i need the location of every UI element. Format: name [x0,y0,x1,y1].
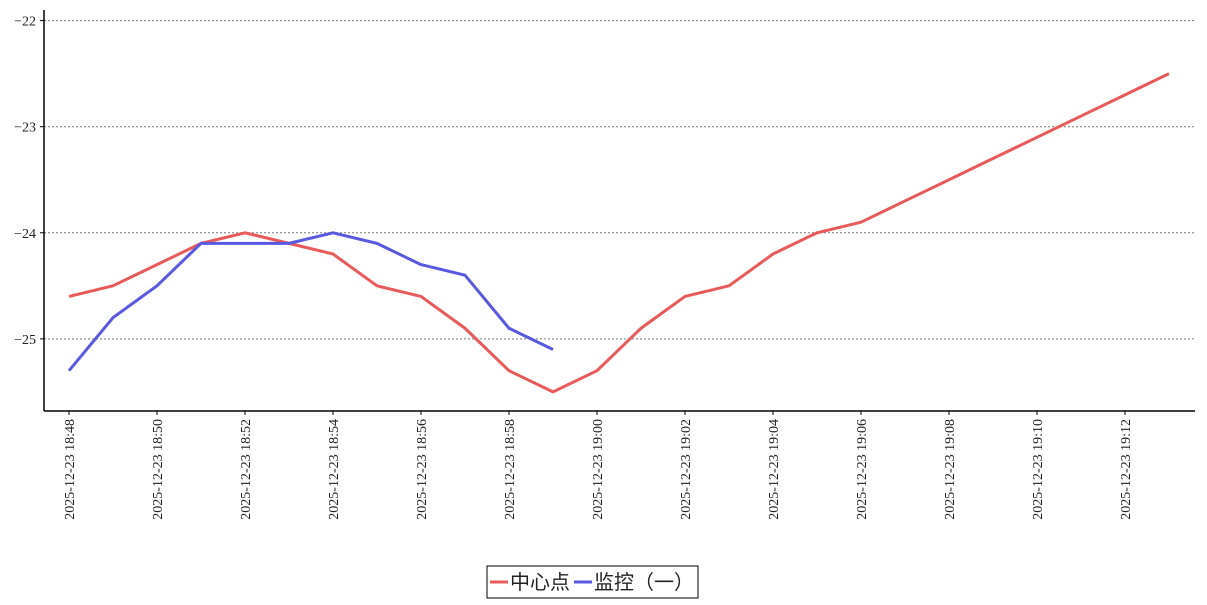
x-tick-label: 2025-12-23 19:02 [679,419,694,520]
x-tick-label: 2025-12-23 18:54 [327,419,342,520]
x-tick-label: 2025-12-23 18:56 [415,419,430,520]
x-tick-label: 2025-12-23 19:12 [1119,419,1134,520]
x-tick-label: 2025-12-23 19:10 [1031,419,1046,520]
x-tick-label: 2025-12-23 19:00 [591,419,606,520]
y-tick-label: −23 [14,121,36,136]
y-tick-label: −25 [14,333,36,348]
x-tick-label: 2025-12-23 19:06 [855,419,870,520]
x-tick-label: 2025-12-23 18:58 [503,419,518,520]
series-line [67,231,554,372]
legend: 中心点 监控（一） [486,565,699,599]
x-tick-label: 2025-12-23 19:08 [943,419,958,520]
x-tick-label: 2025-12-23 18:52 [239,419,254,520]
legend-box [486,565,699,599]
legend-label: 中心点 [510,571,570,594]
x-tick-label: 2025-12-23 18:50 [151,419,166,520]
y-tick-label: −24 [14,227,36,242]
series-line [68,72,1170,394]
x-tick-label: 2025-12-23 18:48 [63,419,78,520]
y-tick-label: −22 [14,15,36,30]
x-tick-label: 2025-12-23 19:04 [767,419,782,520]
legend-label: 监控（一） [594,571,694,594]
